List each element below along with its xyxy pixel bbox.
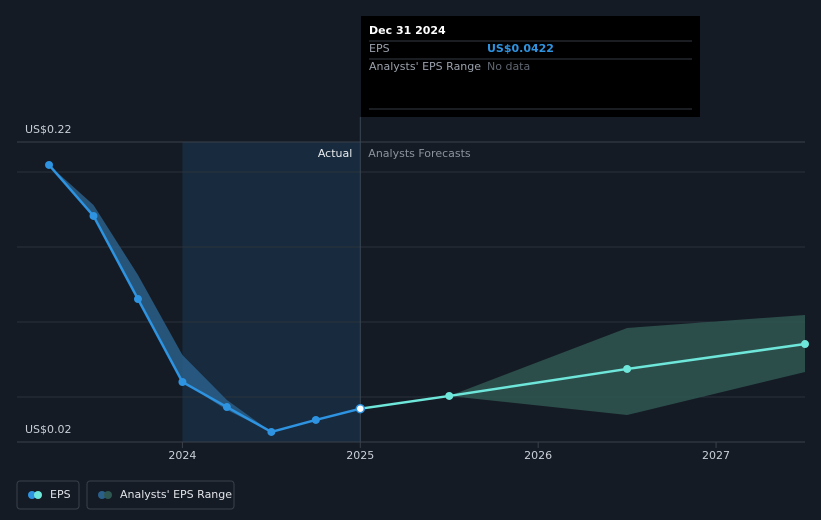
legend-label: Analysts' EPS Range	[120, 488, 232, 501]
eps-point	[267, 427, 276, 436]
eps-point	[311, 415, 320, 424]
actual-label: Actual	[318, 147, 352, 160]
tooltip-label: EPS	[369, 42, 390, 55]
legend-swatch	[28, 491, 36, 499]
tooltip-box	[361, 16, 700, 117]
eps-point	[133, 295, 142, 304]
legend-item[interactable]: EPS	[16, 480, 80, 510]
eps-line	[360, 342, 806, 410]
eps-line	[48, 164, 361, 434]
eps-point	[222, 403, 231, 412]
x-tick-label: 2024	[168, 449, 196, 462]
eps-point	[355, 403, 366, 414]
y-tick-label: US$0.22	[25, 123, 72, 136]
tooltip-value: No data	[487, 60, 530, 73]
legend-box	[86, 480, 235, 510]
eps-point	[45, 160, 54, 169]
legend-swatch	[34, 491, 42, 499]
forecast-label: Analysts Forecasts	[368, 147, 471, 160]
range-band	[49, 164, 272, 432]
eps-point	[623, 364, 632, 373]
legend-swatch	[98, 491, 106, 499]
eps-point	[178, 378, 187, 386]
tooltip-label: Analysts' EPS Range	[369, 60, 481, 73]
x-tick-label: 2027	[702, 449, 730, 462]
tooltip-value: US$0.0422	[487, 42, 554, 55]
eps-point	[89, 211, 98, 220]
legend-swatch	[104, 491, 112, 499]
y-tick-label: US$0.02	[25, 423, 72, 436]
x-tick-label: 2025	[346, 449, 374, 462]
eps-point	[445, 391, 454, 400]
tooltip: Dec 31 2024 EPS US$0.0422 Analysts' EPS Ran…	[361, 16, 700, 117]
legend-box	[16, 480, 80, 510]
x-tick-label: 2026	[524, 449, 552, 462]
legend-item[interactable]: Analysts' EPS Range	[86, 480, 235, 510]
legend-label: EPS	[50, 488, 71, 501]
tooltip-date: Dec 31 2024	[369, 24, 446, 37]
eps-point	[801, 340, 809, 349]
